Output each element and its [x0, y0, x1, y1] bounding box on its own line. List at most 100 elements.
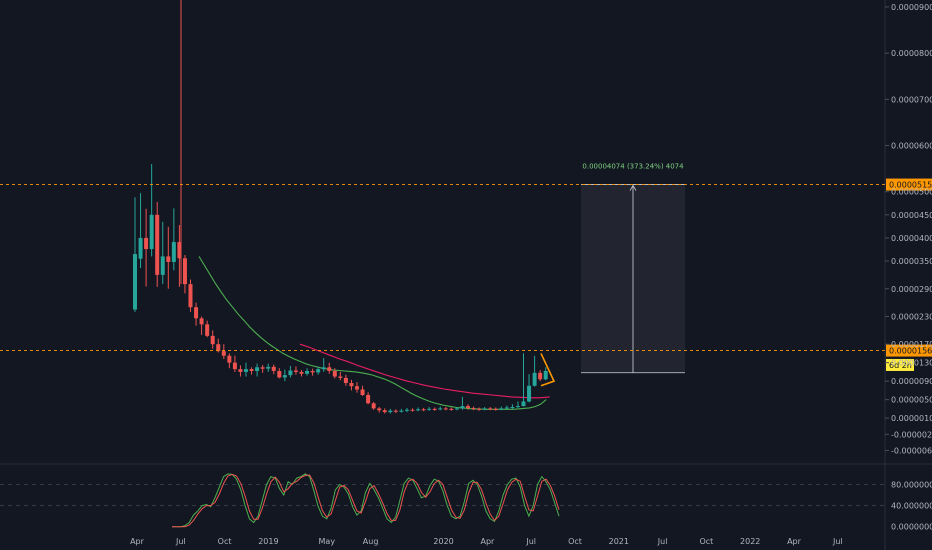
candle-body [244, 369, 248, 372]
candle [144, 208, 149, 287]
candle-body [371, 403, 376, 409]
candle [471, 406, 476, 411]
time-tick-label: Jul [525, 537, 536, 546]
candle-body [482, 408, 487, 410]
candle-body [349, 382, 354, 387]
price-tag-label: 0.00001562 [889, 347, 932, 356]
candle [138, 193, 143, 268]
candle-body [271, 366, 276, 371]
candle [371, 401, 376, 410]
triangle-pattern-drawing[interactable] [540, 353, 556, 387]
candle [432, 407, 437, 411]
candle [532, 355, 537, 387]
candle-body [249, 369, 254, 371]
candle [316, 366, 321, 375]
candle-body [194, 307, 199, 319]
candle-body [471, 407, 476, 409]
pattern-lines[interactable] [540, 353, 556, 387]
time-tick-label: Aug [363, 537, 379, 546]
candle [416, 407, 421, 412]
candle [133, 197, 137, 312]
time-axis[interactable]: Apr Jul Oct 2019 May Aug 2020 Apr Jul Oct 2021 Jul O… [130, 537, 843, 546]
price-tick-label: 0.00000100 [891, 414, 932, 423]
candle-body [305, 370, 310, 374]
candle-body [410, 409, 415, 411]
candle-body [493, 408, 498, 410]
candle-body [238, 369, 243, 372]
time-tick-label: Apr [480, 537, 495, 546]
candle-body [443, 408, 448, 410]
candle [538, 370, 543, 382]
candle-body [477, 408, 482, 410]
candle [477, 407, 482, 411]
moving-average-line [198, 256, 547, 410]
candle-body [138, 237, 143, 259]
candle-body [144, 237, 149, 250]
candle [221, 344, 226, 359]
time-tick-label: Oct [218, 537, 232, 546]
candle [255, 363, 260, 377]
horizontal-price-lines[interactable]: 0.00005155 0.00001562 6d 2h [0, 178, 932, 371]
candle-body [355, 386, 359, 390]
candle [249, 367, 254, 375]
candle-body [155, 214, 160, 275]
candle-body [221, 351, 226, 356]
time-tick-label: 2019 [258, 537, 278, 546]
candle [388, 408, 393, 414]
candle-body [266, 366, 271, 369]
candle-body [388, 410, 393, 413]
candle-body [377, 408, 382, 411]
candle [399, 408, 404, 413]
time-tick-label: Jul [175, 537, 186, 546]
candle-body [460, 406, 465, 409]
time-tick-label: Apr [130, 537, 145, 546]
candle-body [454, 408, 459, 410]
candle-body [366, 395, 371, 404]
candle-body [188, 284, 193, 308]
candle-body [205, 324, 210, 336]
candle-body [543, 370, 548, 380]
time-tick-label: 2020 [433, 537, 453, 546]
candle-body [527, 385, 532, 402]
candle [360, 385, 365, 396]
candle [205, 320, 210, 338]
candle [421, 407, 426, 412]
candle-body [499, 408, 504, 410]
candle [166, 226, 171, 289]
oscillator-pane-grid [0, 484, 885, 507]
candle-body [293, 370, 298, 372]
price-range-measure[interactable]: 0.00004074 (373.24%) 4074 [581, 163, 685, 374]
candle-body [210, 335, 215, 345]
candle [521, 353, 526, 407]
candlestick-series [133, 0, 548, 414]
candle-body [327, 367, 332, 371]
candle-body [515, 406, 520, 408]
oscillator-line [172, 473, 560, 528]
candle-body [282, 375, 287, 378]
candle [493, 407, 498, 411]
candle [171, 208, 176, 271]
candle-body [310, 370, 315, 373]
candle [382, 408, 387, 414]
candle [271, 364, 276, 375]
time-tick-label: 2021 [609, 537, 629, 546]
candle-body [393, 410, 398, 412]
candle-body [288, 370, 293, 376]
countdown-tag-label: 6d 2h [889, 361, 912, 370]
candle [449, 407, 454, 411]
oscillator-tick-label: 0.00000000 [891, 523, 932, 532]
oscillator-axis[interactable]: 80.00000000 40.00000000 0.00000000 [891, 480, 932, 531]
moving-average-lines [198, 256, 550, 410]
candle [504, 405, 509, 410]
candle [321, 358, 326, 372]
candle-body [510, 407, 515, 409]
